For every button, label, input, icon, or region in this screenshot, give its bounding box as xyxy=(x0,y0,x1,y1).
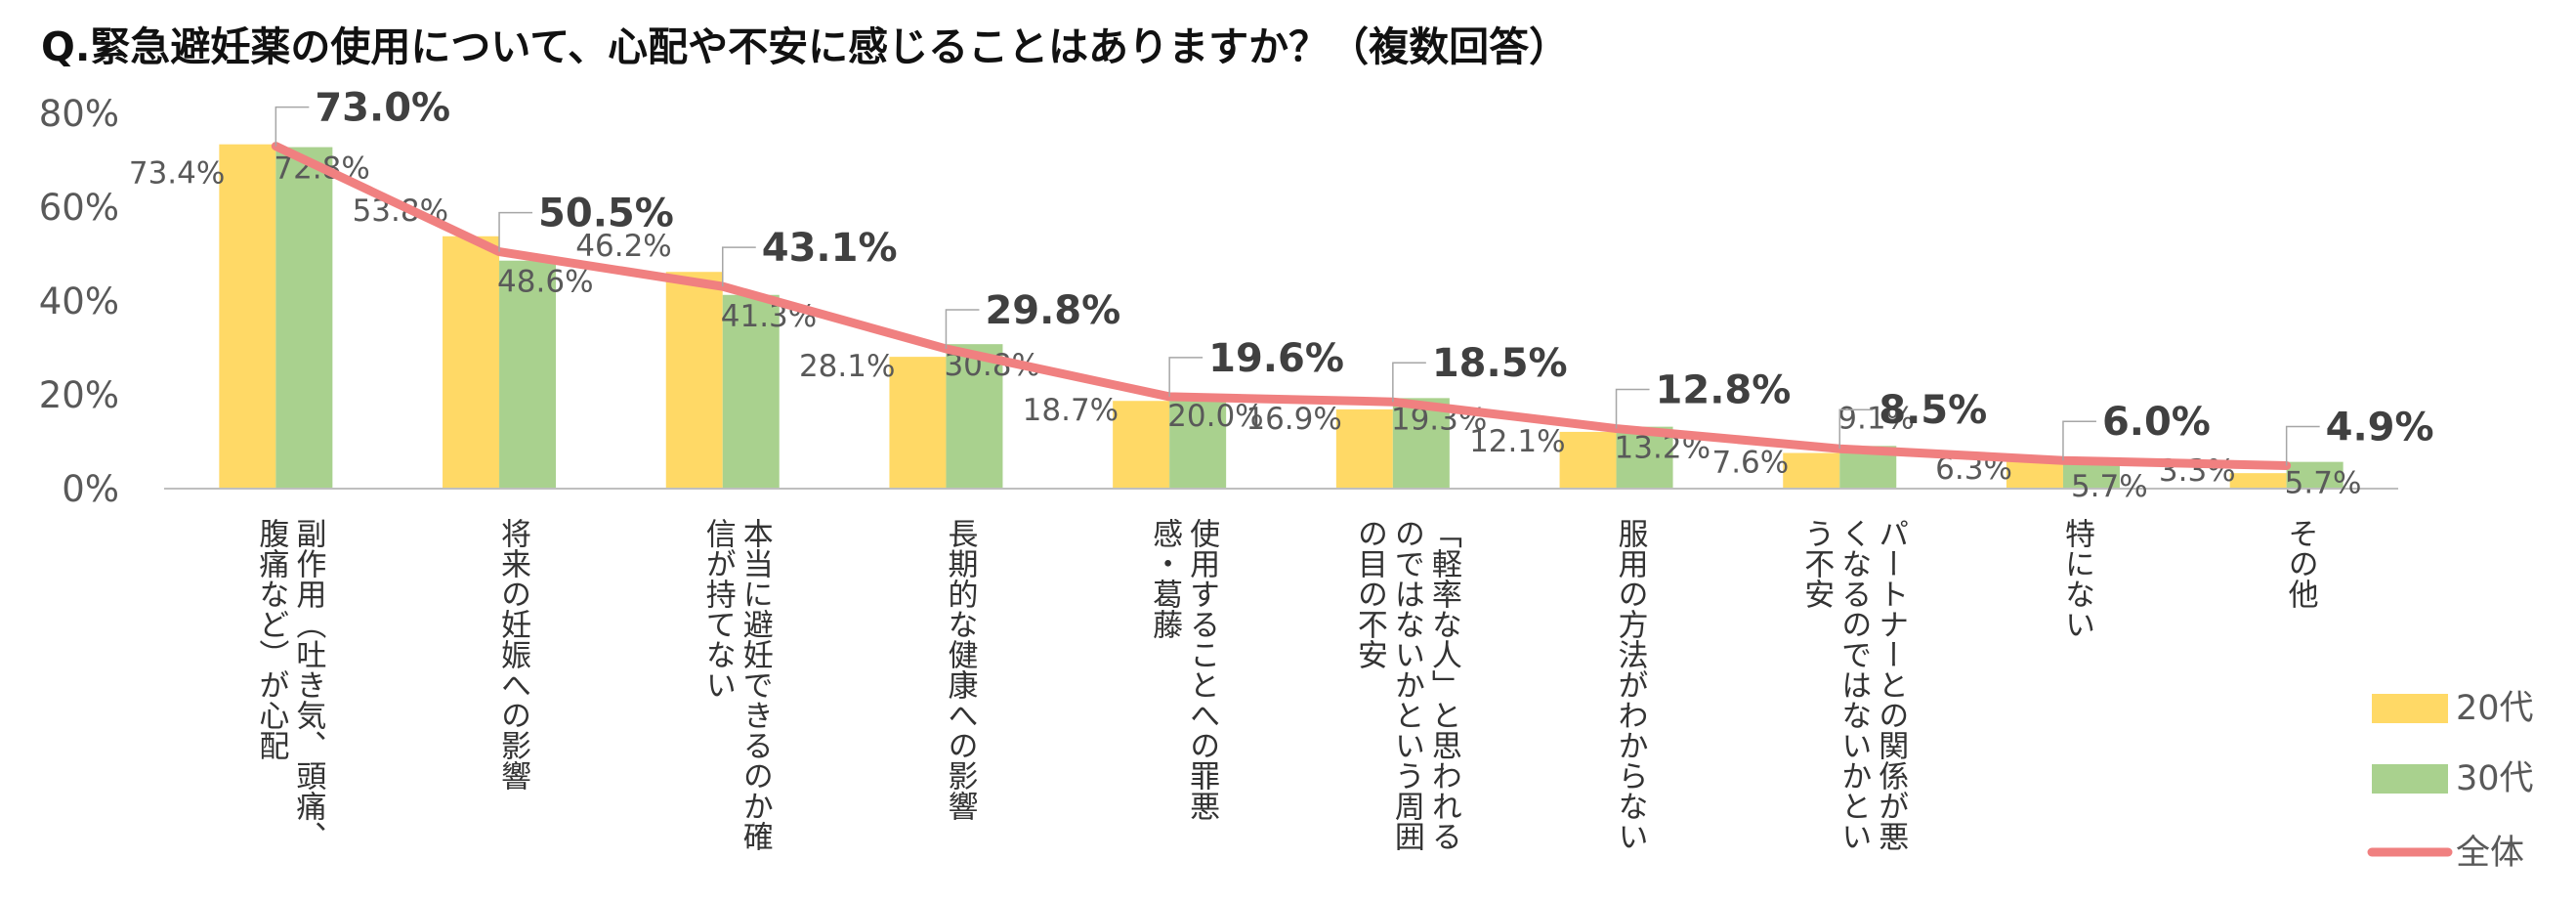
bar-data-label: 28.1% xyxy=(799,349,895,384)
category-label-line: 腹痛など）が心配 xyxy=(253,518,289,760)
total-label-leader xyxy=(1615,388,1650,429)
bar-30s xyxy=(2062,461,2120,489)
category-label-line: 長期的な健康への影響 xyxy=(942,518,978,821)
bar-20s xyxy=(889,357,947,489)
category-label-line: のではないかという周囲 xyxy=(1389,518,1424,851)
category-label-line: 特にない xyxy=(2059,518,2094,639)
total-data-label: 8.5% xyxy=(1879,388,1987,433)
total-data-label: 4.9% xyxy=(2326,405,2434,450)
bar-data-label: 12.1% xyxy=(1469,424,1565,459)
bar-data-label: 20.0% xyxy=(1167,399,1263,434)
bar-data-label: 18.7% xyxy=(1023,393,1119,428)
category-label: 服用の方法がわからない xyxy=(1613,518,1649,851)
total-series-line xyxy=(271,142,2292,470)
total-label-leader xyxy=(2062,420,2096,461)
legend-swatch-30s xyxy=(2372,764,2448,794)
total-label-leader xyxy=(2285,425,2320,466)
category-label-line: 副作用（吐き気、頭痛、 xyxy=(290,518,326,851)
total-label-leader xyxy=(274,106,310,147)
category-label-line: パートナーとの関係が悪 xyxy=(1873,518,1909,851)
legend-label-total: 全体 xyxy=(2456,834,2524,873)
category-label-line: う不安 xyxy=(1798,518,1834,609)
total-label-leader xyxy=(1168,357,1204,397)
total-label-leader xyxy=(1392,362,1426,403)
bar-30s xyxy=(2286,461,2344,489)
bar-20s xyxy=(1559,431,1617,489)
bar-data-label: 16.9% xyxy=(1246,402,1341,437)
bar-data-label: 5.7% xyxy=(2285,466,2362,501)
category-label-line: 将来の妊娠への影響 xyxy=(495,518,530,791)
bar-data-label: 48.6% xyxy=(497,265,593,300)
total-data-label: 19.6% xyxy=(1208,336,1344,381)
total-label-leader xyxy=(722,246,756,287)
y-tick-label: 40% xyxy=(39,280,119,322)
bar-data-label: 9.1% xyxy=(1837,401,1915,436)
chart-title: Q.緊急避妊薬の使用について、心配や不安に感じることはありますか？（複数回答） xyxy=(41,23,1570,70)
y-tick-label: 80% xyxy=(39,93,119,135)
y-tick-label: 20% xyxy=(39,374,119,416)
bar-20s xyxy=(1335,408,1393,489)
total-data-label: 50.5% xyxy=(538,192,674,236)
bar-data-label: 73.4% xyxy=(129,156,225,192)
bar-20s xyxy=(2229,473,2287,489)
legend-swatch-20s xyxy=(2372,694,2448,723)
bar-20s xyxy=(1113,401,1170,489)
total-data-label: 73.0% xyxy=(315,86,450,131)
bar-30s xyxy=(1169,395,1227,489)
category-label: 将来の妊娠への影響 xyxy=(495,518,530,791)
category-label-line: 服用の方法がわからない xyxy=(1613,518,1649,851)
total-data-label: 29.8% xyxy=(985,288,1120,333)
bar-30s xyxy=(499,260,557,489)
category-label: 長期的な健康への影響 xyxy=(942,518,978,821)
category-label-line: 本当に避妊できるのか確 xyxy=(738,518,774,851)
legend-label-30s: 30代 xyxy=(2456,759,2534,798)
bar-20s xyxy=(1783,452,1840,489)
bar-20s xyxy=(443,236,500,489)
bar-20s xyxy=(665,272,723,489)
bar-data-label: 46.2% xyxy=(575,229,671,264)
category-label-line: 感・葛藤 xyxy=(1147,518,1183,639)
total-label-leader xyxy=(945,309,980,349)
category-label: 特にない xyxy=(2059,518,2094,639)
total-data-label: 6.0% xyxy=(2102,400,2211,445)
bar-30s xyxy=(722,294,780,489)
bar-30s xyxy=(275,147,333,489)
category-label-line: その他 xyxy=(2283,518,2319,609)
category-label-line: 使用することへの罪悪 xyxy=(1184,518,1220,821)
bar-30s xyxy=(1392,398,1450,489)
total-data-label: 18.5% xyxy=(1432,341,1568,386)
category-label: 副作用（吐き気、頭痛、腹痛など）が心配 xyxy=(253,518,326,851)
y-tick-label: 60% xyxy=(39,187,119,229)
total-data-label: 12.8% xyxy=(1656,368,1792,413)
bar-20s xyxy=(219,144,276,489)
total-data-label: 43.1% xyxy=(762,226,898,271)
legend-label-20s: 20代 xyxy=(2456,689,2534,728)
y-tick-label: 0% xyxy=(62,468,119,510)
total-label-leader xyxy=(1838,408,1874,450)
category-label-line: 「軽率な人」と思われる xyxy=(1426,518,1462,851)
category-label: その他 xyxy=(2283,518,2319,609)
category-label-line: くなるのではないかとい xyxy=(1836,518,1871,851)
bar-data-label: 41.3% xyxy=(721,299,817,334)
bar-data-label: 7.6% xyxy=(1711,446,1789,481)
total-label-leader xyxy=(498,211,533,252)
bar-30s xyxy=(946,344,1003,489)
category-label-line: 信が持てない xyxy=(700,518,737,700)
category-label-line: の目の不安 xyxy=(1352,518,1387,669)
bar-data-label: 5.7% xyxy=(2071,469,2148,504)
